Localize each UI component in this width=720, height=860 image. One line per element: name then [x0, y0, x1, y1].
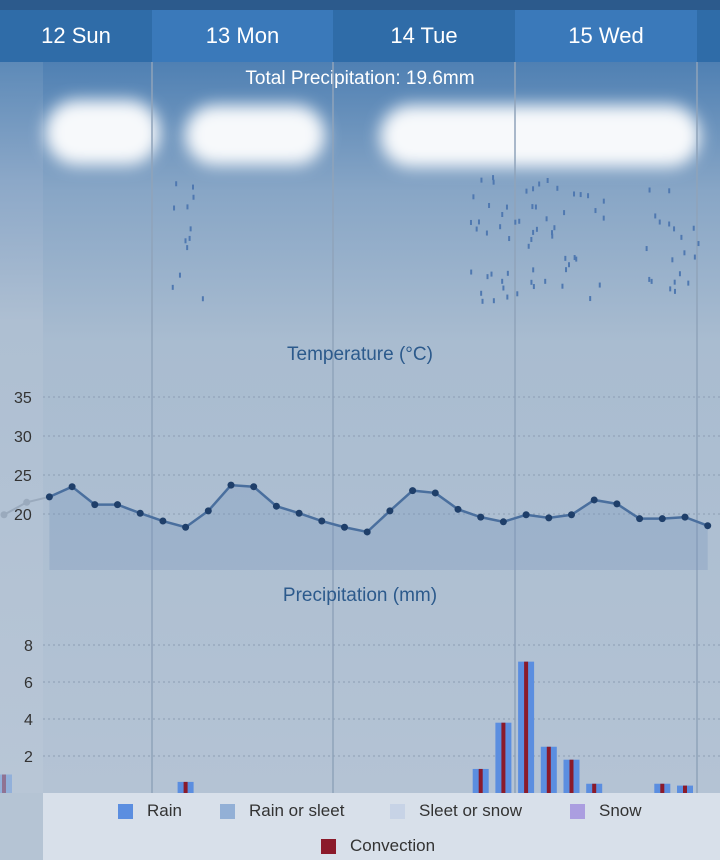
temperature-point — [613, 500, 621, 508]
temperature-point — [636, 515, 644, 523]
convection-bar — [501, 722, 506, 793]
sleet-or-snow-swatch — [390, 803, 405, 819]
legend: Rain Rain or sleet Sleet or snow Snow Co… — [43, 793, 720, 860]
temperature-point — [704, 522, 712, 530]
convection-bar — [683, 785, 687, 793]
temperature-point — [568, 511, 575, 519]
top-bar — [0, 0, 720, 10]
temperature-point — [522, 511, 530, 519]
legend-sleet-or-snow: Sleet or snow — [390, 801, 522, 821]
y-tick-label: 6 — [24, 675, 33, 692]
temperature-point — [250, 483, 258, 491]
temperature-area — [49, 485, 708, 570]
rain-swatch — [118, 803, 133, 819]
temperature-point — [363, 528, 371, 536]
legend-snow: Snow — [570, 801, 642, 821]
temperature-point — [658, 515, 666, 523]
meteogram-chart: Temperature (°C) 35 30 25 20 Precipitation (m… — [0, 62, 720, 793]
temperature-line — [48, 483, 709, 534]
rain-or-sleet-swatch — [220, 803, 235, 819]
legend-rain: Rain — [118, 801, 182, 821]
cloud-icon — [185, 105, 325, 165]
temperature-point — [499, 518, 507, 526]
temperature-point — [159, 517, 167, 525]
temperature-point — [204, 507, 212, 515]
legend-label: Snow — [599, 801, 642, 820]
y-tick-label: 25 — [14, 468, 32, 485]
tab-day-1[interactable]: 12 Sun — [0, 10, 152, 62]
temperature-point — [68, 483, 76, 491]
convection-bar — [2, 774, 6, 793]
temperature-point — [45, 493, 53, 501]
snow-swatch — [570, 803, 585, 819]
cloud-icon — [380, 105, 700, 167]
legend-convection: Convection — [321, 836, 435, 856]
tab-day-4[interactable]: 15 Wed — [515, 10, 697, 62]
rain-bar — [0, 774, 12, 793]
y-tick-label: 2 — [24, 749, 33, 766]
temperature-point — [23, 498, 31, 506]
temperature-point — [590, 496, 598, 504]
y-tick-label: 35 — [14, 390, 32, 407]
legend-rain-or-sleet: Rain or sleet — [220, 801, 344, 821]
convection-bar — [592, 783, 597, 793]
plot-background — [43, 62, 720, 793]
temperature-point — [409, 487, 417, 495]
temperature-point — [386, 507, 394, 515]
temperature-point — [341, 523, 348, 531]
y-tick-label: 30 — [14, 429, 32, 446]
convection-bar — [546, 746, 551, 793]
convection-bar — [183, 781, 188, 793]
cloud-icon — [45, 100, 160, 165]
temperature-point — [272, 502, 280, 510]
temperature-point — [227, 481, 235, 489]
temperature-point — [431, 489, 439, 497]
convection-swatch — [321, 838, 336, 854]
temperature-point — [318, 517, 326, 525]
convection-bar — [478, 768, 483, 793]
temperature-point — [295, 509, 303, 517]
legend-label: Convection — [350, 836, 436, 855]
temperature-point — [545, 514, 553, 522]
tab-day-2[interactable]: 13 Mon — [152, 10, 333, 62]
temperature-point — [182, 523, 190, 531]
temperature-point — [681, 513, 689, 521]
y-tick-label: 20 — [14, 507, 32, 524]
convection-bar — [660, 783, 665, 793]
legend-label: Sleet or snow — [419, 801, 522, 820]
y-tick-label: 8 — [24, 638, 33, 655]
convection-bar — [569, 759, 574, 793]
temperature-point — [0, 511, 8, 519]
legend-label: Rain — [147, 801, 182, 820]
temperature-point — [454, 505, 462, 513]
temperature-point — [136, 509, 144, 517]
temperature-point — [477, 513, 485, 521]
temperature-point — [91, 501, 99, 509]
tab-day-5[interactable] — [697, 10, 720, 62]
precipitation-title: Precipitation (mm) — [283, 585, 437, 606]
tab-day-3[interactable]: 14 Tue — [333, 10, 515, 62]
legend-label: Rain or sleet — [249, 801, 345, 820]
day-tabs: 12 Sun 13 Mon 14 Tue 15 Wed — [0, 10, 720, 62]
convection-bar — [524, 661, 529, 793]
temperature-point — [114, 501, 121, 509]
y-tick-label: 4 — [24, 712, 33, 729]
temperature-title: Temperature (°C) — [287, 344, 433, 365]
total-precipitation: Total Precipitation: 19.6mm — [245, 68, 475, 89]
